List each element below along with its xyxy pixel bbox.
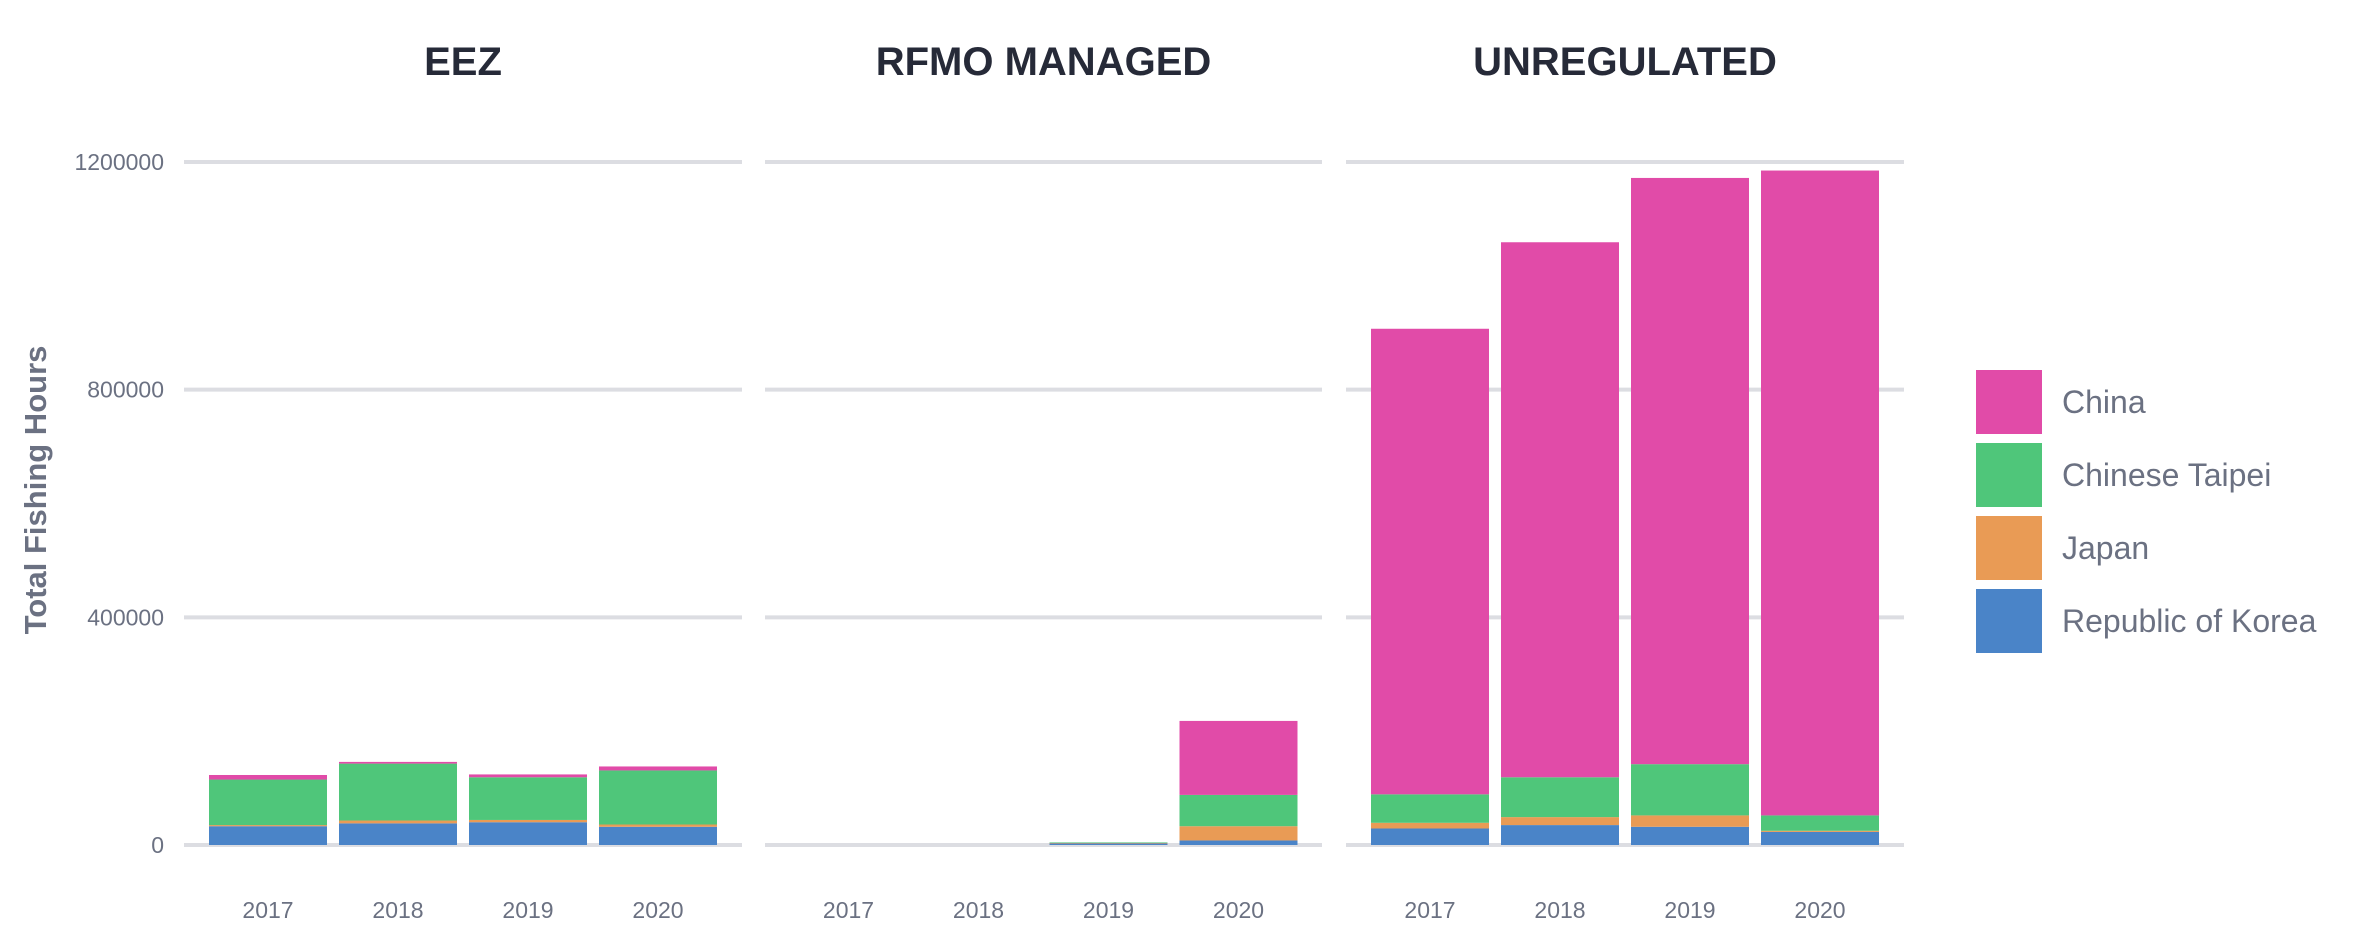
legend-swatch xyxy=(1976,589,2042,653)
panel-title: UNREGULATED xyxy=(1473,40,1777,84)
bar-segment-chinese-taipei xyxy=(1179,794,1298,827)
bar-segment-republic-of-korea xyxy=(209,826,327,845)
legend-swatch xyxy=(1976,443,2042,507)
bars xyxy=(209,170,1879,845)
x-tick-label: 2017 xyxy=(1404,897,1455,923)
bar-segment-china xyxy=(599,766,717,771)
bar-segment-japan xyxy=(1049,843,1168,844)
x-tick-label: 2018 xyxy=(1534,897,1585,923)
bar-segment-chinese-taipei xyxy=(1371,794,1489,823)
legend: China Chinese Taipei Japan Republic of Kore… xyxy=(1976,370,2317,653)
y-tick-label: 1200000 xyxy=(74,149,164,175)
legend-label: Chinese Taipei xyxy=(2062,457,2271,493)
x-tick-label: 2019 xyxy=(1083,897,1134,923)
x-tick-label: 2019 xyxy=(1664,897,1715,923)
bar-segment-republic-of-korea xyxy=(1049,843,1168,845)
x-tick-label: 2017 xyxy=(823,897,874,923)
bar-segment-japan xyxy=(1179,826,1298,841)
bar-segment-chinese-taipei xyxy=(1761,815,1879,831)
bar-segment-chinese-taipei xyxy=(1631,764,1749,816)
legend-label: China xyxy=(2062,384,2146,420)
y-tick-label: 800000 xyxy=(87,377,164,403)
x-tick-label: 2017 xyxy=(242,897,293,923)
bar-segment-chinese-taipei xyxy=(599,770,717,825)
bar-segment-china xyxy=(1761,170,1879,816)
x-tick-label: 2020 xyxy=(1213,897,1264,923)
y-tick-label: 400000 xyxy=(87,604,164,630)
bar-segment-republic-of-korea xyxy=(1179,840,1298,845)
legend-item: Chinese Taipei xyxy=(1976,443,2271,507)
y-axis-title: Total Fishing Hours xyxy=(18,346,53,635)
axes: 0 400000 800000 1200000 EEZ 2017 2018 2019 2020 R… xyxy=(74,40,1845,923)
bar-segment-republic-of-korea xyxy=(1371,828,1489,845)
bar-segment-chinese-taipei xyxy=(209,779,327,826)
bar-segment-chinese-taipei xyxy=(469,777,587,820)
bar-segment-china xyxy=(469,774,587,778)
bar-segment-china xyxy=(1179,720,1298,795)
bar-segment-china xyxy=(1631,177,1749,765)
legend-label: Japan xyxy=(2062,530,2149,566)
bar-segment-china xyxy=(209,774,327,780)
panel-title: EEZ xyxy=(424,40,502,84)
bar-segment-republic-of-korea xyxy=(1761,831,1879,845)
bar-segment-china xyxy=(1501,242,1619,778)
bar-segment-republic-of-korea xyxy=(469,822,587,845)
bar-segment-republic-of-korea xyxy=(1631,826,1749,845)
bar-segment-japan xyxy=(1501,817,1619,826)
bar-segment-republic-of-korea xyxy=(339,823,457,845)
x-tick-label: 2018 xyxy=(372,897,423,923)
bar-segment-japan xyxy=(1761,830,1879,832)
x-tick-label: 2018 xyxy=(953,897,1004,923)
x-tick-label: 2020 xyxy=(632,897,683,923)
bar-segment-japan xyxy=(209,825,327,827)
legend-swatch xyxy=(1976,516,2042,580)
x-tick-label: 2019 xyxy=(502,897,553,923)
bar-segment-japan xyxy=(339,820,457,824)
bar-segment-china xyxy=(339,761,457,764)
bar-segment-china xyxy=(1371,328,1489,795)
legend-swatch xyxy=(1976,370,2042,434)
legend-item: China xyxy=(1976,370,2146,434)
bar-segment-chinese-taipei xyxy=(1501,777,1619,818)
bar-segment-japan xyxy=(469,819,587,823)
legend-item: Japan xyxy=(1976,516,2149,580)
y-tick-label: 0 xyxy=(151,832,164,858)
bar-segment-japan xyxy=(599,824,717,827)
bar-segment-chinese-taipei xyxy=(1049,842,1168,844)
bar-segment-japan xyxy=(1371,822,1489,829)
bar-segment-chinese-taipei xyxy=(339,763,457,821)
legend-item: Republic of Korea xyxy=(1976,589,2317,653)
bar-segment-japan xyxy=(1631,815,1749,827)
legend-label: Republic of Korea xyxy=(2062,603,2317,639)
x-tick-label: 2020 xyxy=(1794,897,1845,923)
panel-title: RFMO MANAGED xyxy=(876,40,1212,84)
bar-segment-republic-of-korea xyxy=(599,826,717,845)
bar-segment-republic-of-korea xyxy=(1501,825,1619,845)
